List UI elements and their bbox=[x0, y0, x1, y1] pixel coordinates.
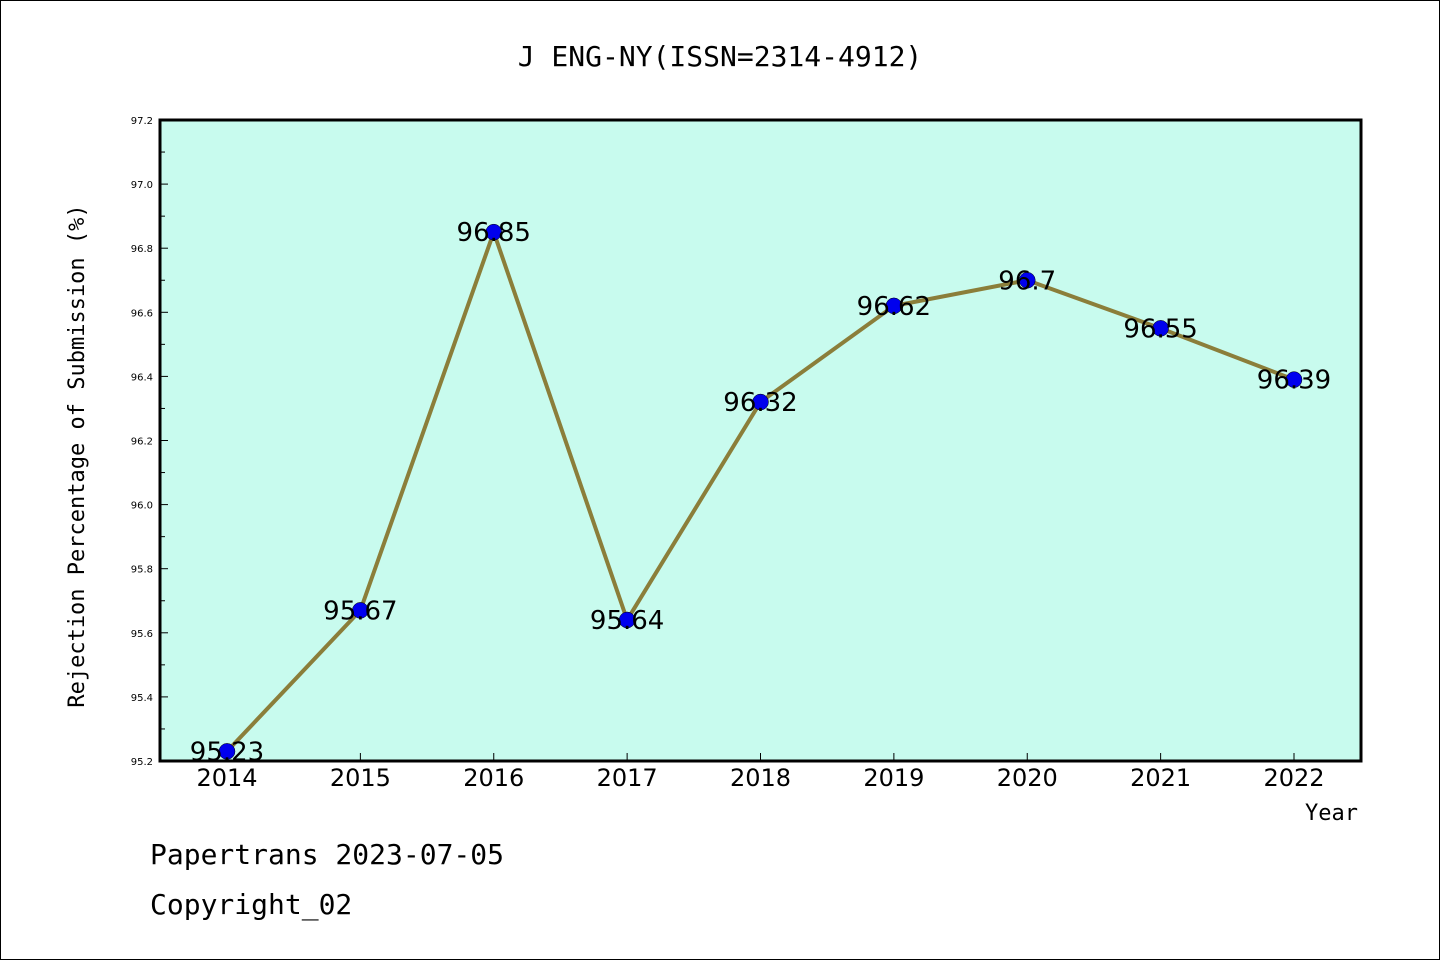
data-point bbox=[618, 611, 636, 629]
x-tick-label: 2021 bbox=[1130, 764, 1191, 792]
data-label: 96.85 bbox=[457, 218, 531, 248]
x-tick-label: 2014 bbox=[196, 764, 257, 792]
chart-title: J ENG-NY(ISSN=2314-4912) bbox=[518, 40, 923, 73]
data-point bbox=[218, 743, 236, 760]
data-label: 95.67 bbox=[323, 596, 397, 626]
x-tick-label: 2017 bbox=[597, 764, 658, 792]
x-axis: 2014 2015 2016 2017 2018 2019 2020 2021 2022 bbox=[196, 753, 1325, 792]
y-tick-label: 95.4 bbox=[131, 693, 153, 704]
x-axis-title: Year bbox=[1305, 801, 1358, 826]
x-tick-label: 2018 bbox=[730, 764, 791, 792]
y-tick-label: 97.2 bbox=[131, 116, 153, 127]
y-axis: 95.2 95.4 95.6 95.8 96.0 96.2 96.4 96.6 96.8 97.0… bbox=[131, 116, 168, 768]
y-tick-label: 95.8 bbox=[131, 565, 153, 576]
data-label: 96.39 bbox=[1257, 366, 1331, 396]
data-point bbox=[1152, 320, 1169, 337]
data-label: 96.32 bbox=[723, 388, 797, 418]
data-label: 96.55 bbox=[1123, 314, 1197, 344]
x-tick-label: 2022 bbox=[1263, 764, 1324, 792]
plot-area bbox=[158, 118, 1363, 763]
y-tick-label: 96.0 bbox=[131, 501, 153, 512]
x-tick-label: 2020 bbox=[997, 764, 1058, 792]
data-label: 95.64 bbox=[590, 606, 664, 636]
x-tick-label: 2016 bbox=[463, 764, 524, 792]
data-label-layer: 95.23 95.67 96.85 95.64 96.32 96.62 96.7 96.55 9… bbox=[190, 218, 1331, 767]
y-tick-label: 95.6 bbox=[131, 629, 153, 640]
data-point bbox=[1019, 272, 1036, 289]
data-point bbox=[352, 602, 369, 619]
y-tick-label: 96.8 bbox=[131, 244, 153, 255]
y-tick-label: 96.2 bbox=[131, 437, 153, 448]
x-tick-label: 2015 bbox=[330, 764, 391, 792]
y-tick-label: 97.0 bbox=[131, 180, 153, 191]
data-point bbox=[1285, 371, 1303, 388]
data-label: 95.23 bbox=[190, 737, 264, 767]
data-label: 96.62 bbox=[857, 292, 931, 322]
y-tick-label: 96.6 bbox=[131, 308, 153, 319]
series-layer bbox=[218, 223, 1303, 760]
y-tick-label: 95.2 bbox=[131, 757, 153, 768]
y-tick-label: 96.4 bbox=[131, 372, 153, 383]
x-tick-label: 2019 bbox=[863, 764, 924, 792]
data-point bbox=[885, 297, 903, 315]
data-point bbox=[485, 223, 502, 241]
footer-copyright: Copyright_02 bbox=[150, 888, 352, 922]
data-point bbox=[752, 393, 769, 411]
y-axis-title: Rejection Percentage of Submission (%) bbox=[65, 204, 90, 707]
footer-date: Papertrans 2023-07-05 bbox=[150, 838, 504, 871]
data-label: 96.7 bbox=[998, 266, 1056, 296]
